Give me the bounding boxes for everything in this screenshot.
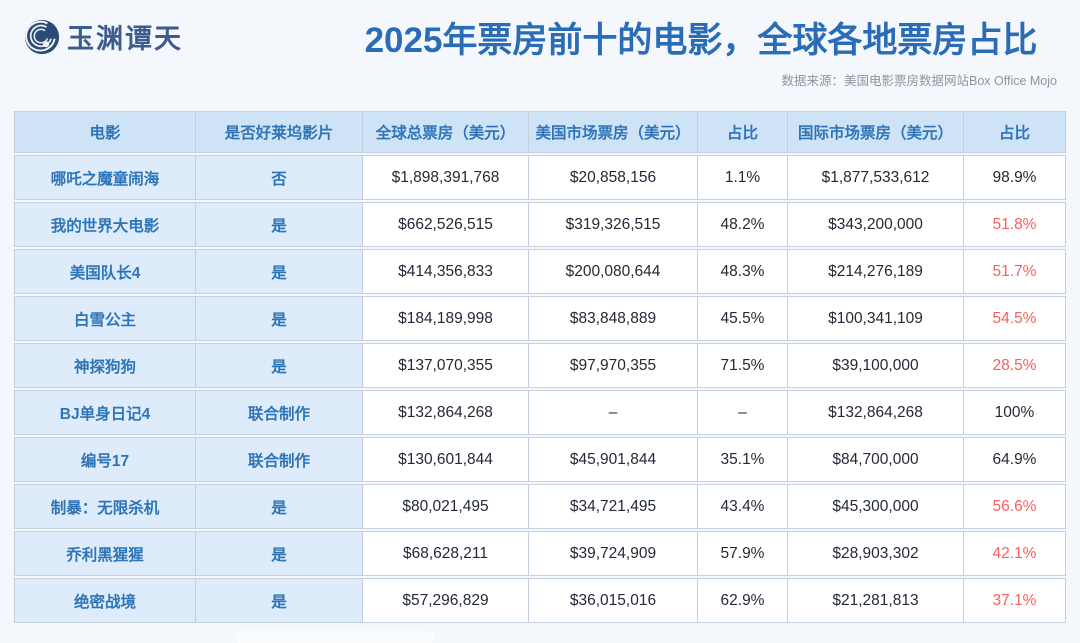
cell-intl-share: 64.9% bbox=[964, 437, 1066, 482]
cell-movie: 绝密战境 bbox=[14, 578, 196, 623]
cell-intl-share: 51.8% bbox=[964, 202, 1066, 247]
box-office-table: 电影 是否好莱坞影片 全球总票房（美元） 美国市场票房（美元） 占比 国际市场票… bbox=[14, 109, 1066, 625]
cell-movie: 编号17 bbox=[14, 437, 196, 482]
cell-us-share: 35.1% bbox=[698, 437, 788, 482]
cell-intl-gross: $28,903,302 bbox=[788, 531, 964, 576]
cell-intl-gross: $214,276,189 bbox=[788, 249, 964, 294]
cell-intl-gross: $84,700,000 bbox=[788, 437, 964, 482]
col-header-us-share: 占比 bbox=[698, 111, 788, 153]
table-row: 制暴：无限杀机 是 $80,021,495 $34,721,495 43.4% … bbox=[14, 484, 1066, 529]
cell-movie: 神探狗狗 bbox=[14, 343, 196, 388]
cell-intl-share: 42.1% bbox=[964, 531, 1066, 576]
cell-hollywood: 是 bbox=[196, 484, 363, 529]
cell-us-share: 62.9% bbox=[698, 578, 788, 623]
cell-us-share: 57.9% bbox=[698, 531, 788, 576]
cell-intl-share: 100% bbox=[964, 390, 1066, 435]
cell-us-gross: $319,326,515 bbox=[529, 202, 698, 247]
cell-hollywood: 是 bbox=[196, 202, 363, 247]
cell-global-gross: $414,356,833 bbox=[363, 249, 529, 294]
cell-hollywood: 联合制作 bbox=[196, 390, 363, 435]
col-header-global-gross: 全球总票房（美元） bbox=[363, 111, 529, 153]
cell-global-gross: $130,601,844 bbox=[363, 437, 529, 482]
cell-intl-gross: $132,864,268 bbox=[788, 390, 964, 435]
cell-global-gross: $1,898,391,768 bbox=[363, 155, 529, 200]
cell-intl-gross: $21,281,813 bbox=[788, 578, 964, 623]
cell-us-gross: $36,015,016 bbox=[529, 578, 698, 623]
cell-movie: 我的世界大电影 bbox=[14, 202, 196, 247]
cell-global-gross: $137,070,355 bbox=[363, 343, 529, 388]
cell-intl-share: 98.9% bbox=[964, 155, 1066, 200]
cell-intl-share: 28.5% bbox=[964, 343, 1066, 388]
cell-us-gross: – bbox=[529, 390, 698, 435]
table-row: 乔利黑猩猩 是 $68,628,211 $39,724,909 57.9% $2… bbox=[14, 531, 1066, 576]
cell-us-share: 1.1% bbox=[698, 155, 788, 200]
page-title: 2025年票房前十的电影，全球各地票房占比 bbox=[364, 21, 1038, 60]
cell-movie: 白雪公主 bbox=[14, 296, 196, 341]
cell-us-gross: $97,970,355 bbox=[529, 343, 698, 388]
bottom-partial-overlay bbox=[235, 631, 435, 643]
cell-intl-share: 51.7% bbox=[964, 249, 1066, 294]
cell-global-gross: $132,864,268 bbox=[363, 390, 529, 435]
cell-intl-gross: $343,200,000 bbox=[788, 202, 964, 247]
cell-intl-share: 54.5% bbox=[964, 296, 1066, 341]
col-header-intl-gross: 国际市场票房（美元） bbox=[788, 111, 964, 153]
brand-name: 玉渊谭天 bbox=[67, 24, 183, 55]
cell-us-share: 48.2% bbox=[698, 202, 788, 247]
cell-hollywood: 是 bbox=[196, 531, 363, 576]
cell-intl-share: 37.1% bbox=[964, 578, 1066, 623]
cell-hollywood: 否 bbox=[196, 155, 363, 200]
cell-us-gross: $34,721,495 bbox=[529, 484, 698, 529]
cell-us-share: – bbox=[698, 390, 788, 435]
cell-us-gross: $39,724,909 bbox=[529, 531, 698, 576]
cell-intl-gross: $100,341,109 bbox=[788, 296, 964, 341]
cell-intl-gross: $1,877,533,612 bbox=[788, 155, 964, 200]
cell-us-share: 43.4% bbox=[698, 484, 788, 529]
cell-movie: 乔利黑猩猩 bbox=[14, 531, 196, 576]
cell-us-share: 71.5% bbox=[698, 343, 788, 388]
cell-intl-gross: $39,100,000 bbox=[788, 343, 964, 388]
table-row: 哪吒之魔童闹海 否 $1,898,391,768 $20,858,156 1.1… bbox=[14, 155, 1066, 200]
brand-logo: 玉渊谭天 bbox=[24, 17, 183, 56]
cell-intl-gross: $45,300,000 bbox=[788, 484, 964, 529]
cell-hollywood: 是 bbox=[196, 578, 363, 623]
table-header-row: 电影 是否好莱坞影片 全球总票房（美元） 美国市场票房（美元） 占比 国际市场票… bbox=[14, 111, 1066, 153]
table-row: 绝密战境 是 $57,296,829 $36,015,016 62.9% $21… bbox=[14, 578, 1066, 623]
cell-global-gross: $662,526,515 bbox=[363, 202, 529, 247]
cell-hollywood: 是 bbox=[196, 296, 363, 341]
cell-movie: BJ单身日记4 bbox=[14, 390, 196, 435]
cell-global-gross: $80,021,495 bbox=[363, 484, 529, 529]
cell-us-share: 48.3% bbox=[698, 249, 788, 294]
table-row: 编号17 联合制作 $130,601,844 $45,901,844 35.1%… bbox=[14, 437, 1066, 482]
cell-global-gross: $57,296,829 bbox=[363, 578, 529, 623]
table-row: 白雪公主 是 $184,189,998 $83,848,889 45.5% $1… bbox=[14, 296, 1066, 341]
data-source-note: 数据来源：美国电影票房数据网站Box Office Mojo bbox=[781, 74, 1057, 88]
cell-movie: 美国队长4 bbox=[14, 249, 196, 294]
table-row: 神探狗狗 是 $137,070,355 $97,970,355 71.5% $3… bbox=[14, 343, 1066, 388]
cell-movie: 制暴：无限杀机 bbox=[14, 484, 196, 529]
cell-us-gross: $45,901,844 bbox=[529, 437, 698, 482]
col-header-movie: 电影 bbox=[14, 111, 196, 153]
table-row: BJ单身日记4 联合制作 $132,864,268 – – $132,864,2… bbox=[14, 390, 1066, 435]
table-body: 哪吒之魔童闹海 否 $1,898,391,768 $20,858,156 1.1… bbox=[14, 155, 1066, 623]
cell-global-gross: $184,189,998 bbox=[363, 296, 529, 341]
cell-intl-share: 56.6% bbox=[964, 484, 1066, 529]
cell-us-gross: $20,858,156 bbox=[529, 155, 698, 200]
cell-movie: 哪吒之魔童闹海 bbox=[14, 155, 196, 200]
cell-us-gross: $200,080,644 bbox=[529, 249, 698, 294]
cell-us-share: 45.5% bbox=[698, 296, 788, 341]
cell-hollywood: 联合制作 bbox=[196, 437, 363, 482]
cell-hollywood: 是 bbox=[196, 249, 363, 294]
cell-hollywood: 是 bbox=[196, 343, 363, 388]
table-row: 我的世界大电影 是 $662,526,515 $319,326,515 48.2… bbox=[14, 202, 1066, 247]
cell-global-gross: $68,628,211 bbox=[363, 531, 529, 576]
col-header-us-gross: 美国市场票房（美元） bbox=[529, 111, 698, 153]
cell-us-gross: $83,848,889 bbox=[529, 296, 698, 341]
col-header-intl-share: 占比 bbox=[964, 111, 1066, 153]
brand-swirl-icon bbox=[24, 19, 60, 54]
col-header-hollywood: 是否好莱坞影片 bbox=[196, 111, 363, 153]
table-row: 美国队长4 是 $414,356,833 $200,080,644 48.3% … bbox=[14, 249, 1066, 294]
